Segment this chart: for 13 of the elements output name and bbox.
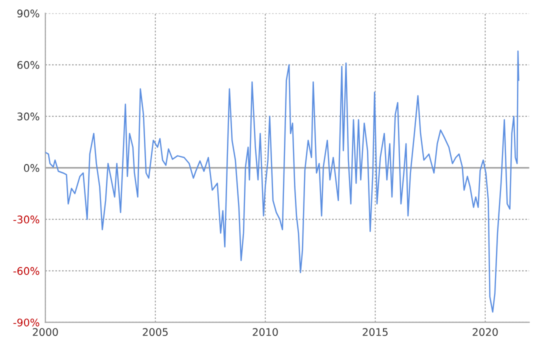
line-series	[45, 50, 520, 313]
x-tick-label: 2020	[472, 328, 498, 336]
x-tick-label: 2010	[252, 328, 278, 336]
y-tick-label: 90%	[17, 10, 40, 18]
x-tick-label: 2000	[32, 328, 58, 336]
y-tick-label: -60%	[13, 267, 40, 275]
x-tick-label: 2005	[142, 328, 168, 336]
y-tick-label: 0%	[24, 164, 40, 172]
y-tick-label: 60%	[17, 61, 40, 69]
x-tick-label: 2015	[362, 328, 388, 336]
y-tick-label: -90%	[13, 318, 40, 326]
y-tick-label: 30%	[17, 112, 40, 120]
y-tick-label: -30%	[13, 216, 40, 224]
